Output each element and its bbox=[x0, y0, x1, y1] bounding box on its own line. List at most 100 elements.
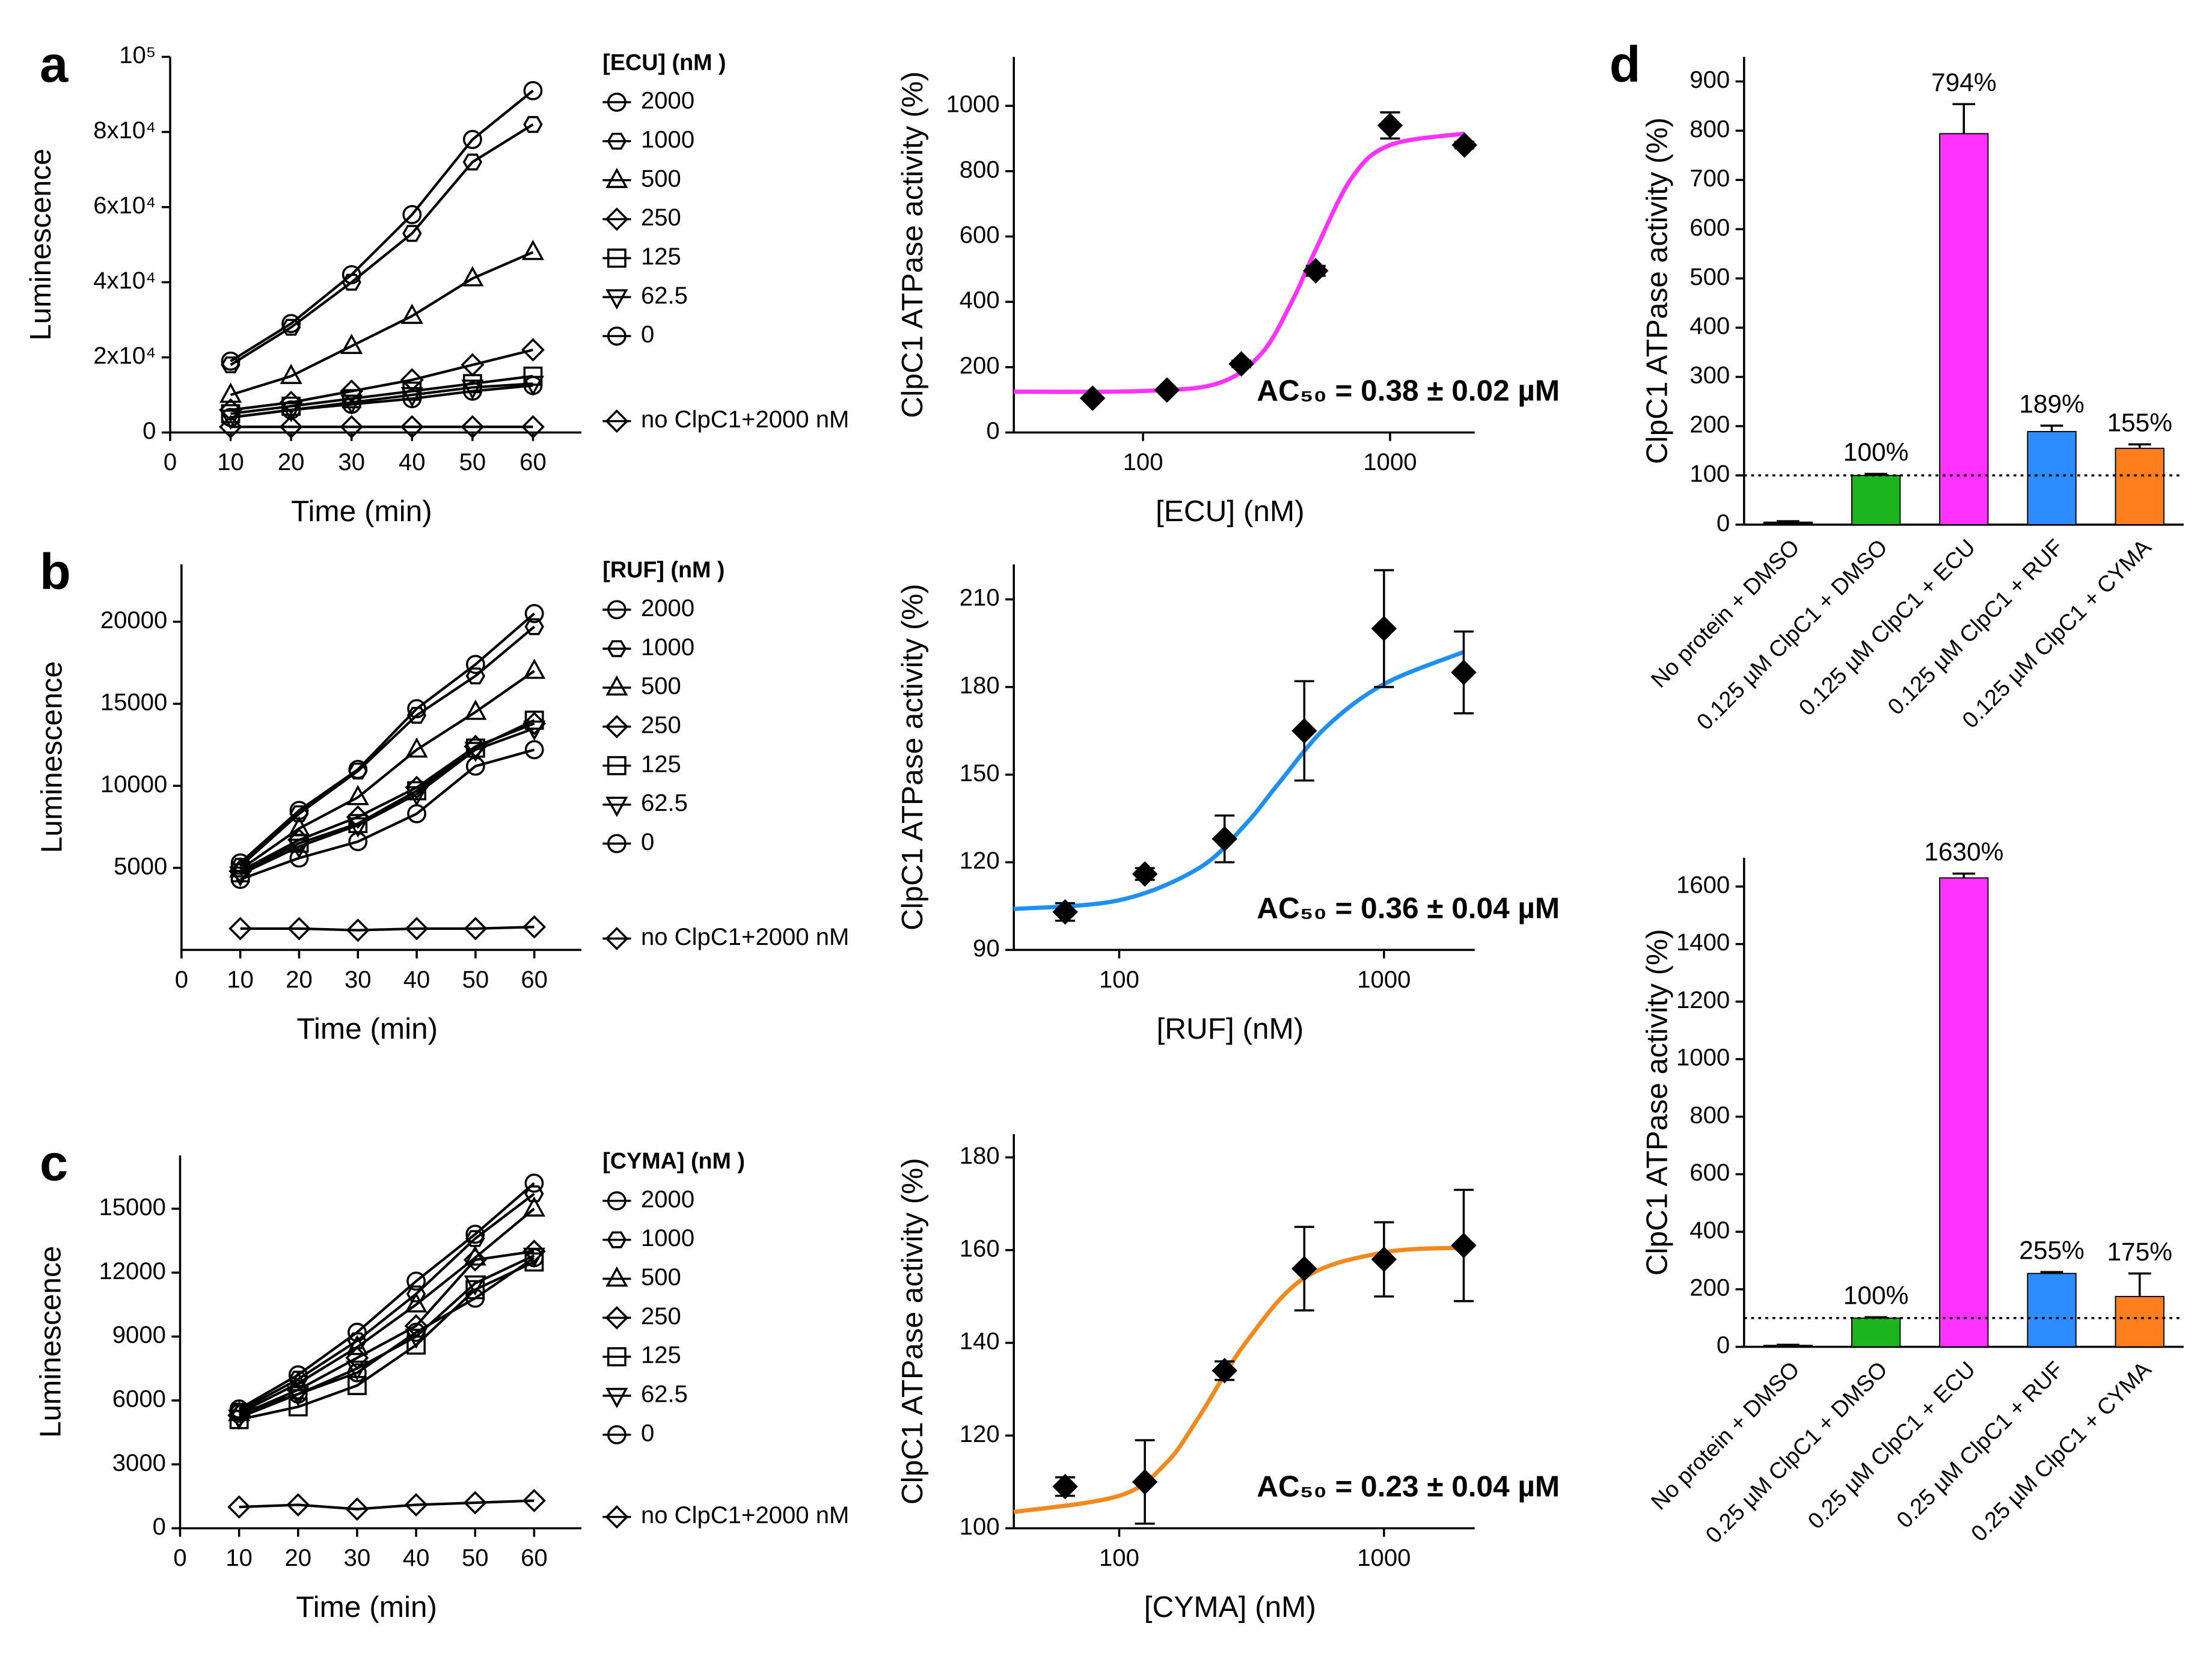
y-tick-label: 1000 bbox=[946, 91, 999, 118]
x-axis-title: Time (min) bbox=[296, 1012, 438, 1045]
x-tick-label: 40 bbox=[403, 967, 430, 993]
marker bbox=[340, 334, 363, 354]
legend-title: [RUF] (nM ) bbox=[602, 557, 725, 582]
series-line bbox=[239, 625, 536, 867]
series-line bbox=[230, 90, 534, 362]
legend-label: 2000 bbox=[641, 1186, 694, 1212]
y-axis-title: ClpC1 ATPase activity (%) bbox=[896, 1158, 929, 1505]
legend-label: 250 bbox=[641, 1303, 681, 1330]
data-point bbox=[1291, 718, 1317, 744]
error-bar bbox=[1952, 103, 1976, 134]
x-tick-label: 40 bbox=[403, 1545, 430, 1571]
series-line bbox=[230, 374, 533, 415]
marker bbox=[346, 817, 369, 838]
marker bbox=[289, 833, 309, 853]
marker bbox=[287, 917, 311, 941]
marker bbox=[463, 1248, 487, 1272]
marker bbox=[465, 1230, 485, 1247]
legend-label: 2000 bbox=[641, 88, 694, 114]
series-line bbox=[239, 613, 536, 864]
marker bbox=[346, 1334, 369, 1355]
y-tick-label: 10000 bbox=[100, 771, 167, 798]
y-axis-title: Luminescence bbox=[35, 661, 69, 853]
y-tick-label: 800 bbox=[1690, 1102, 1730, 1128]
x-tick-label: 100 bbox=[1123, 449, 1163, 475]
marker bbox=[228, 917, 253, 941]
marker bbox=[406, 706, 427, 724]
x-tick-label: 1000 bbox=[1363, 449, 1417, 475]
x-tick-label: 40 bbox=[399, 449, 426, 475]
marker bbox=[462, 153, 483, 171]
data-point bbox=[1154, 377, 1180, 403]
bar bbox=[1763, 521, 1813, 525]
legend-label: 1000 bbox=[641, 126, 694, 153]
y-tick-label: 210 bbox=[960, 585, 1000, 611]
value-label: 255% bbox=[2019, 1236, 2085, 1264]
series-line bbox=[238, 1254, 535, 1419]
data-point bbox=[1451, 132, 1477, 158]
legend-marker bbox=[605, 1387, 628, 1408]
series-line bbox=[238, 1193, 535, 1413]
y-tick-label: 1600 bbox=[1676, 872, 1730, 898]
marker bbox=[219, 398, 243, 422]
legend-marker bbox=[607, 600, 627, 620]
marker bbox=[342, 273, 361, 291]
y-axis-title: ClpC1 ATPase activity (%) bbox=[1640, 117, 1673, 464]
y-tick-label: 180 bbox=[960, 673, 1000, 699]
legend-marker bbox=[607, 1231, 627, 1248]
fit-curve bbox=[1013, 650, 1465, 911]
marker bbox=[465, 655, 485, 674]
y-tick-label: 100 bbox=[960, 1514, 1000, 1540]
data-point bbox=[1377, 112, 1403, 138]
y-tick-label: 0 bbox=[1717, 1332, 1730, 1358]
legend-label: 62.5 bbox=[641, 1381, 688, 1408]
marker bbox=[405, 775, 429, 799]
annotation: AC₅₀ = 0.38 ± 0.02 µM bbox=[1257, 374, 1560, 408]
marker bbox=[348, 814, 368, 834]
x-tick-label: 100 bbox=[1099, 1545, 1139, 1571]
y-tick-label: 6x10⁴ bbox=[93, 192, 156, 219]
legend-title: [CYMA] (nM ) bbox=[602, 1148, 745, 1173]
marker bbox=[465, 667, 486, 685]
legend-label: 125 bbox=[641, 243, 681, 270]
marker bbox=[287, 839, 311, 859]
y-tick-label: 180 bbox=[960, 1143, 1000, 1169]
y-tick-label: 400 bbox=[960, 287, 1000, 314]
legend-marker bbox=[607, 1191, 627, 1211]
x-tick-label: 0 bbox=[173, 1545, 186, 1571]
x-tick-label: 50 bbox=[462, 1545, 489, 1571]
marker bbox=[280, 364, 302, 384]
marker bbox=[221, 351, 241, 371]
marker bbox=[523, 720, 546, 741]
data-point bbox=[1291, 1256, 1317, 1282]
y-tick-label: 900 bbox=[1690, 67, 1730, 93]
y-tick-label: 3000 bbox=[112, 1450, 166, 1476]
series-line bbox=[239, 1260, 535, 1421]
y-tick-label: 200 bbox=[1690, 1275, 1730, 1301]
legend-marker bbox=[607, 1425, 627, 1444]
legend-marker bbox=[607, 756, 627, 775]
legend-marker bbox=[605, 1266, 628, 1287]
marker bbox=[524, 603, 544, 623]
y-tick-label: 5000 bbox=[114, 853, 167, 879]
y-tick-label: 6000 bbox=[112, 1386, 166, 1412]
x-axis-title: Time (min) bbox=[291, 495, 432, 528]
x-tick-label: No protein + DMSO bbox=[1646, 1357, 1804, 1515]
marker bbox=[402, 389, 422, 409]
fit-curve bbox=[1014, 131, 1465, 394]
marker bbox=[229, 1404, 249, 1423]
value-label: 189% bbox=[2019, 390, 2085, 418]
error-bar bbox=[2040, 1271, 2063, 1274]
marker bbox=[405, 737, 428, 758]
value-label: 100% bbox=[1843, 1282, 1909, 1310]
legend-label: 250 bbox=[641, 204, 681, 231]
x-tick-label: 0.125 µM ClpC1 + ECU bbox=[1794, 534, 1980, 721]
marker bbox=[461, 415, 485, 439]
marker bbox=[521, 338, 545, 362]
error-bar bbox=[2128, 1272, 2151, 1297]
data-point bbox=[1451, 1232, 1477, 1259]
error-bar bbox=[2040, 424, 2063, 432]
y-tick-label: 0 bbox=[153, 1514, 166, 1540]
marker bbox=[406, 1322, 426, 1342]
